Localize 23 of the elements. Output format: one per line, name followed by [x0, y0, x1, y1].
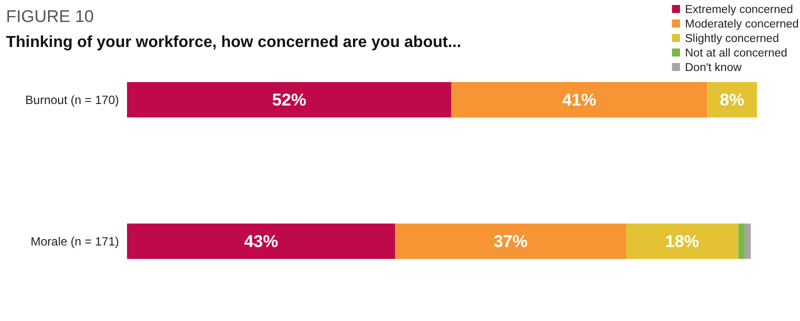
legend-label: Slightly concerned: [685, 33, 779, 46]
y-tick-label: Morale (n = 171): [30, 234, 119, 248]
data-label: 41%: [562, 90, 596, 110]
data-label: 37%: [494, 232, 528, 252]
legend-label: Extremely concerned: [685, 4, 794, 16]
data-label: 8%: [720, 90, 744, 110]
bar: [127, 224, 396, 259]
bar: [744, 224, 751, 259]
legend-label: Not at all concerned: [685, 48, 788, 60]
bar: [738, 224, 745, 259]
bar: [127, 82, 452, 118]
data-label: 18%: [665, 232, 700, 252]
chart-title: Thinking of your workforce, how concerned are you about...: [6, 34, 462, 51]
bar: [395, 224, 626, 259]
data-label: 43%: [244, 232, 278, 252]
data-label: 52%: [272, 90, 306, 110]
bar: [626, 224, 738, 259]
legend-label: Don't know: [685, 62, 742, 74]
caption: FIGURE 10: [6, 7, 94, 26]
bar: [707, 82, 757, 118]
y-tick-label: Burnout (n = 170): [25, 92, 119, 107]
bar: [451, 82, 708, 118]
legend-label: Moderately concerned: [685, 18, 799, 31]
